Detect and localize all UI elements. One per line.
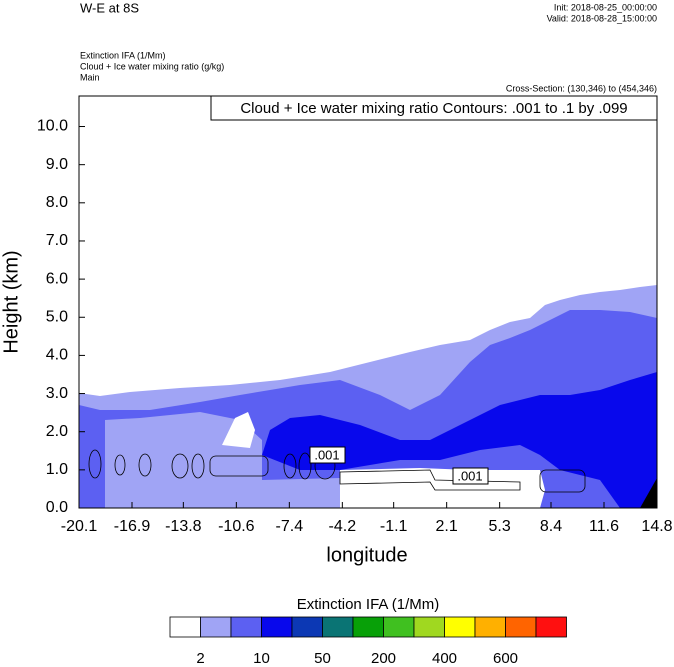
- colorbar-box: [261, 616, 293, 638]
- y-tick-label: 8.0: [46, 194, 68, 211]
- x-tick-label: 11.6: [589, 518, 619, 535]
- contour-field: .001 .001: [79, 96, 657, 508]
- x-tick-label: 8.4: [540, 518, 562, 535]
- x-tick-label: -13.8: [165, 518, 202, 535]
- y-tick-label: 1.0: [46, 461, 68, 478]
- contour-label: .001: [314, 447, 339, 462]
- x-tick-label: 14.8: [641, 518, 672, 535]
- fill-region: [262, 478, 340, 508]
- colorbar-box: [291, 616, 323, 638]
- x-tick-label: -10.6: [218, 518, 255, 535]
- y-tick-label: 2.0: [46, 423, 68, 440]
- contour-label: .001: [457, 468, 482, 483]
- x-tick-label: 2.1: [436, 518, 458, 535]
- fill-region: [222, 412, 255, 448]
- subtitle: Main: [80, 72, 100, 82]
- x-tick-label: -1.1: [380, 518, 408, 535]
- valid-time: Valid: 2018-08-28_15:00:00: [547, 13, 657, 23]
- colorbar-box: [444, 616, 476, 638]
- colorbar-box: [413, 616, 445, 638]
- contour-label-box: [452, 467, 489, 485]
- x-tick-label: -16.9: [114, 518, 151, 535]
- contour-info-box: [210, 95, 658, 121]
- colorbar-box: [230, 616, 262, 638]
- y-tick-label: 7.0: [46, 232, 68, 249]
- y-tick-label: 10.0: [37, 118, 68, 135]
- contour-label-box: [309, 446, 346, 464]
- y-tick-label: 9.0: [46, 156, 68, 173]
- colorbar-box: [383, 616, 415, 638]
- y-tick-label: 0.0: [46, 499, 68, 516]
- colorbar-box: [352, 616, 384, 638]
- colorbar-label: 10: [253, 650, 270, 667]
- init-time: Init: 2018-08-25_00:00:00: [554, 2, 657, 12]
- subtitle: Cloud + Ice water mixing ratio (g/kg): [80, 61, 224, 71]
- fill-region: [262, 372, 657, 508]
- y-tick-label: 6.0: [46, 270, 68, 287]
- y-tick-label: 3.0: [46, 385, 68, 402]
- subtitle: Extinction IFA (1/Mm): [80, 50, 166, 60]
- colorbar-box: [505, 616, 537, 638]
- x-tick-label: -4.2: [329, 518, 357, 535]
- y-tick-label: 4.0: [46, 347, 68, 364]
- contour-info: Cloud + Ice water mixing ratio Contours:…: [240, 100, 627, 117]
- colorbar-box: [322, 616, 354, 638]
- colorbar-title: Extinction IFA (1/Mm): [297, 596, 440, 613]
- fill-region: [340, 468, 545, 508]
- colorbar-label: 400: [432, 650, 457, 667]
- colorbar-label: 2: [196, 650, 204, 667]
- colorbar-label: 600: [493, 650, 518, 667]
- colorbar-box: [169, 616, 201, 638]
- colorbar-label: 200: [371, 650, 396, 667]
- colorbar-box: [200, 616, 232, 638]
- y-tick-label: 5.0: [46, 308, 68, 325]
- x-tick-label: -7.4: [276, 518, 304, 535]
- colorbar-box: [535, 616, 567, 638]
- cross-section: Cross-Section: (130,346) to (454,346): [506, 83, 657, 93]
- chart-title: W-E at 8S: [80, 0, 139, 15]
- x-tick-label: -20.1: [61, 518, 98, 535]
- fill-region: [105, 412, 262, 508]
- contour-lines: [88, 449, 586, 493]
- x-axis-label: longitude: [326, 544, 407, 566]
- x-tick-label: 5.3: [489, 518, 511, 535]
- terrain: [640, 478, 657, 508]
- y-axis-label: Height (km): [0, 250, 22, 353]
- colorbar-label: 50: [314, 650, 331, 667]
- colorbar-box: [474, 616, 506, 638]
